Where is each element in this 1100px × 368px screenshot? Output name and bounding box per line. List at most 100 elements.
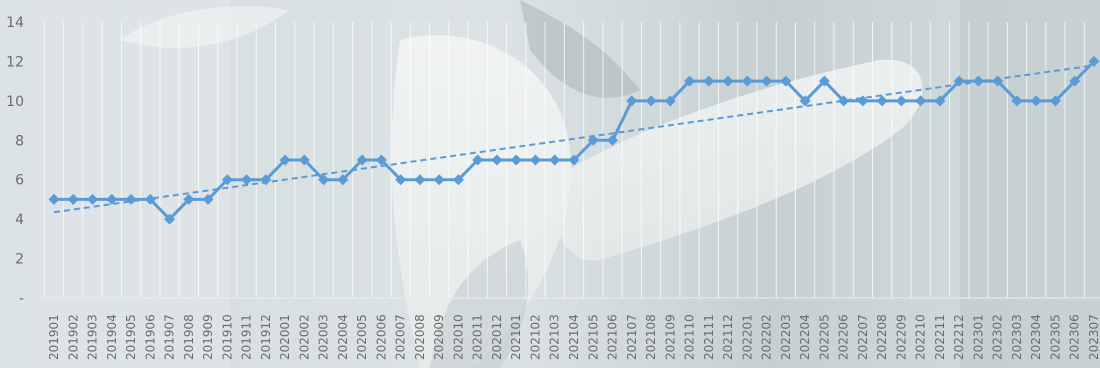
data-point <box>741 75 753 87</box>
y-tick-label: 10 <box>6 94 24 110</box>
data-point <box>491 154 503 166</box>
data-point <box>568 154 580 166</box>
x-tick-label: 202302 <box>991 314 1005 360</box>
data-point <box>318 174 330 186</box>
y-tick-label: - <box>19 291 24 307</box>
x-tick-label: 202106 <box>606 314 620 360</box>
x-tick-label: 202105 <box>586 314 600 360</box>
x-tick-label: 201901 <box>47 314 61 360</box>
x-tick-label: 202009 <box>432 314 446 360</box>
x-tick-label: 202003 <box>317 314 331 360</box>
x-tick-label: 202301 <box>971 314 985 360</box>
data-point <box>529 154 541 166</box>
x-tick-label: 201911 <box>240 314 254 360</box>
data-point <box>1049 95 1061 107</box>
data-point <box>395 174 407 186</box>
x-tick-label: 201904 <box>105 314 119 360</box>
data-point <box>953 75 965 87</box>
x-tick-label: 202102 <box>528 314 542 360</box>
data-point <box>838 95 850 107</box>
data-point <box>183 193 195 205</box>
data-point <box>684 75 696 87</box>
data-point <box>164 213 176 225</box>
y-tick-label: 4 <box>15 212 24 228</box>
data-point <box>664 95 676 107</box>
data-point <box>915 95 927 107</box>
x-tick-label: 202101 <box>509 314 523 360</box>
data-point <box>607 134 619 146</box>
x-tick-label: 202112 <box>721 314 735 360</box>
data-point <box>144 193 156 205</box>
x-tick-label: 202107 <box>625 314 639 360</box>
data-point <box>761 75 773 87</box>
data-point <box>452 174 464 186</box>
vertical-gridlines <box>43 22 1085 298</box>
data-point <box>587 134 599 146</box>
data-point <box>645 95 657 107</box>
x-tick-label: 202004 <box>336 314 350 360</box>
x-tick-label: 202010 <box>451 314 465 360</box>
x-tick-label: 202212 <box>952 314 966 360</box>
data-point <box>87 193 99 205</box>
data-point <box>298 154 310 166</box>
x-tick-label: 202110 <box>683 314 697 360</box>
data-point <box>125 193 137 205</box>
x-tick-label: 202012 <box>490 314 504 360</box>
data-point <box>337 174 349 186</box>
x-tick-label: 202202 <box>760 314 774 360</box>
x-tick-label: 201912 <box>259 314 273 360</box>
x-tick-label: 202204 <box>798 314 812 360</box>
x-tick-label: 202306 <box>1068 314 1082 360</box>
data-point <box>202 193 214 205</box>
data-point <box>818 75 830 87</box>
y-axis-ticks: - 2 4 6 8 10 12 14 <box>6 15 24 307</box>
data-point <box>549 154 561 166</box>
data-point <box>510 154 522 166</box>
trendline <box>53 64 1095 214</box>
data-point <box>1069 75 1081 87</box>
data-point <box>1011 95 1023 107</box>
data-point <box>1030 95 1042 107</box>
x-tick-label: 202307 <box>1087 314 1100 360</box>
data-point <box>472 154 484 166</box>
x-tick-label: 201907 <box>163 314 177 360</box>
data-point <box>703 75 715 87</box>
y-tick-label: 14 <box>6 15 24 31</box>
data-point <box>375 154 387 166</box>
x-tick-label: 202011 <box>471 314 485 360</box>
data-point <box>433 174 445 186</box>
x-tick-label: 202001 <box>278 314 292 360</box>
data-point <box>857 95 869 107</box>
x-tick-label: 202211 <box>933 314 947 360</box>
y-tick-label: 8 <box>15 133 24 149</box>
x-tick-label: 202305 <box>1048 314 1062 360</box>
data-point <box>241 174 253 186</box>
x-tick-label: 202109 <box>663 314 677 360</box>
x-tick-label: 202104 <box>567 314 581 360</box>
data-point <box>1088 55 1100 67</box>
x-tick-label: 202111 <box>702 314 716 360</box>
x-tick-label: 202007 <box>394 314 408 360</box>
x-tick-label: 201910 <box>220 314 234 360</box>
x-tick-label: 202210 <box>914 314 928 360</box>
x-tick-label: 202304 <box>1029 314 1043 360</box>
x-tick-label: 201908 <box>182 314 196 360</box>
x-tick-label: 202208 <box>875 314 889 360</box>
y-tick-label: 2 <box>15 252 24 268</box>
x-tick-label: 202006 <box>374 314 388 360</box>
x-tick-label: 201902 <box>66 314 80 360</box>
x-tick-label: 202303 <box>1010 314 1024 360</box>
data-point <box>876 95 888 107</box>
data-point <box>414 174 426 186</box>
y-tick-label: 6 <box>15 173 24 189</box>
x-tick-label: 202005 <box>355 314 369 360</box>
x-tick-label: 201905 <box>124 314 138 360</box>
x-tick-label: 202008 <box>413 314 427 360</box>
data-point <box>780 75 792 87</box>
data-point <box>67 193 79 205</box>
x-tick-label: 202209 <box>894 314 908 360</box>
x-tick-label: 202103 <box>548 314 562 360</box>
data-point <box>992 75 1004 87</box>
